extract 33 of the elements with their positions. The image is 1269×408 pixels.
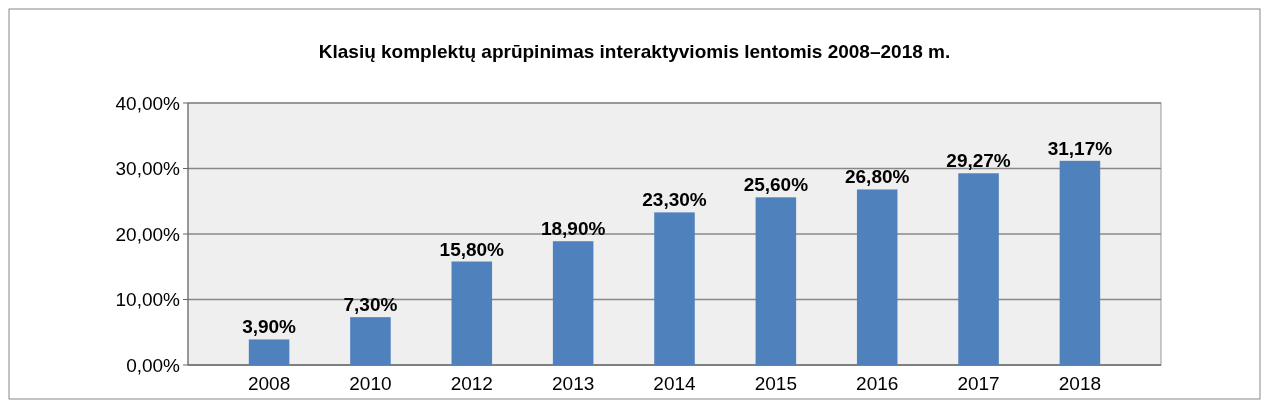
bar xyxy=(1059,160,1101,365)
data-label: 3,90% xyxy=(242,316,297,338)
bar xyxy=(755,197,797,365)
bar xyxy=(958,173,999,365)
x-tick-label: 2013 xyxy=(552,373,595,394)
x-tick-label: 2017 xyxy=(957,373,1000,394)
data-label: 7,30% xyxy=(343,294,398,316)
y-tick-label: 10,00% xyxy=(115,289,181,311)
x-tick-label: 2016 xyxy=(856,373,899,394)
bar xyxy=(552,241,594,365)
x-tick-label: 2014 xyxy=(653,373,697,394)
data-label: 15,80% xyxy=(439,238,505,260)
x-tick-label: 2008 xyxy=(247,373,291,394)
data-label: 23,30% xyxy=(642,189,707,211)
data-label: 25,60% xyxy=(743,174,809,196)
data-label: 31,17% xyxy=(1047,137,1113,159)
y-tick-label: 40,00% xyxy=(115,92,181,114)
x-tick-label: 2015 xyxy=(754,373,797,394)
data-label: 29,27% xyxy=(946,150,1011,172)
data-label: 18,90% xyxy=(540,218,606,240)
x-tick-label: 2012 xyxy=(450,373,493,394)
x-tick-label: 2018 xyxy=(1058,373,1102,394)
chart-title: Klasių komplektų aprūpinimas interaktyviomis lentomis 2008–2018 m. xyxy=(318,41,951,62)
y-tick-label: 30,00% xyxy=(115,158,181,180)
bar xyxy=(451,261,493,365)
y-tick-label: 20,00% xyxy=(115,223,181,245)
bar xyxy=(350,317,391,365)
bar xyxy=(856,189,898,365)
y-tick-label: 0,00% xyxy=(126,354,181,376)
bar xyxy=(248,339,290,365)
bar xyxy=(654,212,695,365)
data-label: 26,80% xyxy=(844,166,910,188)
x-tick-label: 2010 xyxy=(349,373,392,394)
